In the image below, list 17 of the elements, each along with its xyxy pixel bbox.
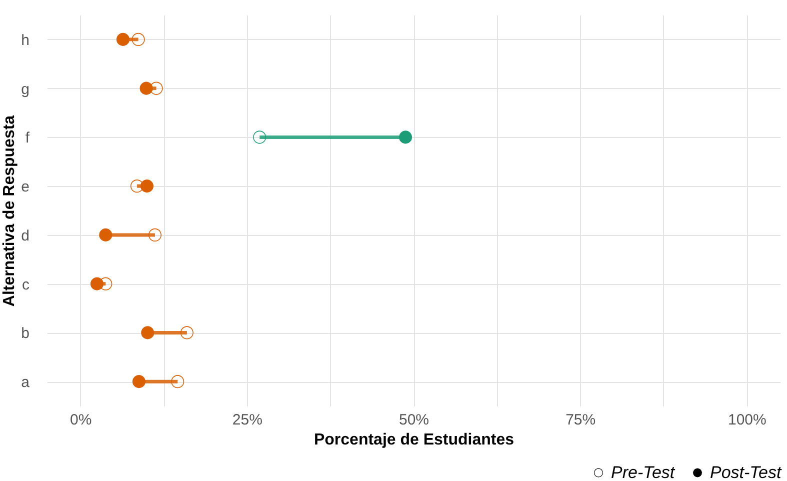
y-tick-label: a xyxy=(21,374,30,392)
y-tick-label: g xyxy=(21,80,30,98)
y-tick-label: h xyxy=(21,32,30,49)
x-axis-title: Porcentaje de Estudiantes xyxy=(314,432,514,448)
y-tick-label: e xyxy=(21,178,30,196)
x-tick-label: 75% xyxy=(566,412,596,428)
x-tick-label: 0% xyxy=(70,412,92,428)
y-tick-label: c xyxy=(22,276,30,294)
y-axis-title: Alternativa de Respuesta xyxy=(1,115,18,307)
x-tick-label: 50% xyxy=(398,412,430,428)
text: Post-Test xyxy=(710,462,782,481)
x-tick-label: 25% xyxy=(232,412,262,428)
text: Pre-Test xyxy=(611,462,676,481)
y-tick-label: b xyxy=(21,325,30,342)
y-tick-label: d xyxy=(21,227,30,244)
x-tick-label: 100% xyxy=(728,412,766,428)
y-tick-label: f xyxy=(25,130,30,147)
